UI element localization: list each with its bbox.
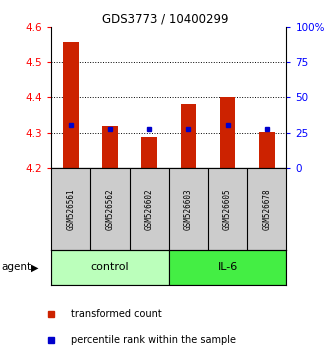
- Bar: [63, 42, 79, 168]
- Text: IL-6: IL-6: [217, 262, 238, 272]
- Text: GSM526605: GSM526605: [223, 188, 232, 230]
- Bar: [259, 132, 274, 168]
- Text: GSM526561: GSM526561: [67, 188, 75, 230]
- Text: agent: agent: [2, 262, 32, 272]
- Text: percentile rank within the sample: percentile rank within the sample: [71, 335, 236, 345]
- Text: GSM526562: GSM526562: [106, 188, 115, 230]
- Text: GDS3773 / 10400299: GDS3773 / 10400299: [102, 12, 229, 25]
- Bar: [51, 250, 169, 285]
- Bar: [181, 104, 196, 168]
- Text: GSM526602: GSM526602: [145, 188, 154, 230]
- Text: GSM526603: GSM526603: [184, 188, 193, 230]
- Text: transformed count: transformed count: [71, 309, 162, 319]
- Bar: [220, 97, 235, 168]
- Bar: [169, 250, 286, 285]
- Bar: [141, 137, 157, 168]
- Bar: [102, 126, 118, 168]
- Text: ▶: ▶: [31, 262, 38, 272]
- Text: GSM526678: GSM526678: [262, 188, 271, 230]
- Text: control: control: [91, 262, 129, 272]
